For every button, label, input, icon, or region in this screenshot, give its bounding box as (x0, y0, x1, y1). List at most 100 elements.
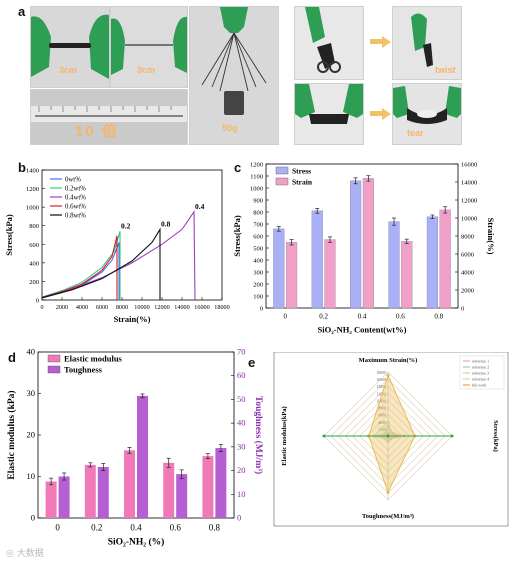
radar-chart: 0200040006000800010000120001400016000180… (273, 352, 509, 527)
x-tick-label: 18000 (214, 304, 229, 311)
arrow-right-icon (382, 36, 391, 48)
y-tick-label: 600 (29, 242, 39, 249)
chart-c-plot: 0 100 200 300 400 500 600 700 800 900 1000 1100 1200… (232, 162, 496, 335)
y-tick-label: 40 (27, 347, 36, 357)
photo-caption-4: 50g (222, 123, 238, 133)
bar (202, 456, 214, 518)
x-tick-label: 16000 (194, 304, 209, 311)
y-tick-label: 1100 (250, 174, 263, 181)
photo-stretch-before: 3cm (30, 6, 110, 88)
x-tick-label: 14000 (174, 304, 189, 311)
chart-b-frame (41, 169, 223, 301)
y-tick-label: 500 (253, 246, 263, 253)
panel-d-label: d (8, 350, 16, 365)
radar-point (386, 490, 390, 494)
x-tick-label: 0 (283, 313, 287, 321)
photo-caption-3: 10 倍 (75, 123, 119, 140)
series-line (41, 235, 118, 300)
photo-ruler: 10 倍 (30, 89, 188, 145)
y-tick-label: 100 (253, 294, 263, 301)
radar-axis-label: Elastic modulus(kPa) (281, 406, 288, 465)
series-peak-label: 0.2 (121, 221, 131, 230)
x-tick-label: 0.4 (358, 313, 367, 321)
y-tick-label: 600 (253, 234, 263, 241)
photo-caption-6: tear (407, 128, 424, 138)
y-tick-label: 200 (253, 282, 263, 289)
radar-tick-label: 18000 (377, 371, 387, 375)
y-axis-label: Stress(kPa) (232, 215, 242, 257)
y2-axis-label: Toughness (MJ/m³) (253, 396, 264, 474)
panel-e-label: e (248, 355, 256, 370)
legend-label: 0wt% (65, 177, 81, 184)
photo-weight: 50g (189, 6, 279, 145)
bar (426, 216, 439, 309)
radar-tick-label: 12000 (377, 392, 387, 396)
y-tick-label: 800 (29, 223, 39, 230)
bar (311, 210, 323, 309)
y2-tick-label: 12000 (461, 198, 477, 205)
x-tick-label: 8000 (116, 304, 128, 311)
panel-a-label: a (18, 4, 26, 19)
panel-b-label: b (18, 160, 26, 175)
legend-label: 0.4wt% (65, 195, 86, 202)
panel-c-label: c (234, 160, 242, 175)
x-tick-label: 10000 (134, 304, 149, 311)
chart-d-plot: 0 10 20 30 40 0 10 20 30 40 50 60 70 0 0.2 0.4 0.6 0.8 Ela… (6, 347, 264, 548)
photo-tear-before (294, 83, 364, 145)
bar (124, 450, 135, 518)
legend-label: reference 1 (472, 360, 489, 364)
y2-tick-label: 0 (461, 306, 464, 313)
photo-caption-5: twist (435, 65, 456, 75)
photo-caption-2: 3cm (137, 65, 156, 75)
stress-strain-content-chart: 0 100 200 300 400 500 600 700 800 900 1000 1100 1200… (232, 162, 496, 335)
x-axis-label: Strain(%) (114, 314, 151, 324)
x-tick-label: 6000 (96, 304, 108, 311)
series-line (41, 210, 196, 301)
bar (97, 467, 109, 518)
modulus-toughness-chart: 0 10 20 30 40 0 10 20 30 40 50 60 70 0 0.2 0.4 0.6 0.8 Ela… (6, 347, 264, 548)
y-tick-label: 400 (253, 258, 263, 265)
bar (439, 209, 451, 309)
legend-label: 0.2wt% (65, 186, 86, 193)
y2-tick-label: 40 (237, 418, 246, 428)
y2-tick-label: 14000 (461, 180, 477, 187)
radar-tick-label: 10000 (377, 399, 387, 403)
y-tick-label: 10 (27, 471, 36, 481)
y-tick-label: 1200 (250, 162, 263, 169)
y-tick-label: 30 (27, 388, 36, 398)
radar-tick-label: 6000 (378, 414, 386, 418)
x-tick-label: 2000 (56, 304, 68, 311)
legend-label: reference 4 (472, 378, 489, 382)
bar (163, 462, 175, 518)
series-line (41, 227, 161, 300)
photo-tear-after: tear (392, 83, 462, 145)
bar (388, 221, 400, 309)
x-axis-label: SiO₂-NH₂ Content(wt%) (318, 325, 407, 335)
radar-point (386, 434, 390, 438)
y-tick-label: 0 (36, 298, 39, 305)
y-tick-label: 300 (253, 270, 263, 277)
y-tick-label: 400 (29, 260, 39, 267)
bar (401, 241, 413, 309)
x-tick-label: 0.6 (170, 523, 182, 533)
series-peak-label: 0.4 (195, 202, 205, 211)
y-tick-label: 20 (27, 430, 36, 440)
x-tick-label: 0.8 (434, 313, 443, 321)
y2-tick-label: 20 (237, 465, 246, 475)
x-tick-label: 0.6 (396, 313, 405, 321)
bar (84, 464, 96, 518)
radar-axis-label: Toughness(MJ/m³) (362, 513, 414, 520)
radar-tick-label: 16000 (377, 378, 387, 382)
radar-tick-label: 2000 (378, 428, 386, 432)
legend-label: Strain (292, 178, 313, 187)
y2-tick-label: 10 (237, 489, 246, 499)
y-tick-label: 1000 (26, 205, 39, 212)
legend-label: reference 3 (472, 372, 489, 376)
y2-tick-label: 2000 (461, 288, 474, 295)
radar-point (386, 420, 390, 424)
bar (58, 476, 70, 518)
y-tick-label: 200 (29, 279, 39, 286)
radar-point (386, 424, 390, 428)
